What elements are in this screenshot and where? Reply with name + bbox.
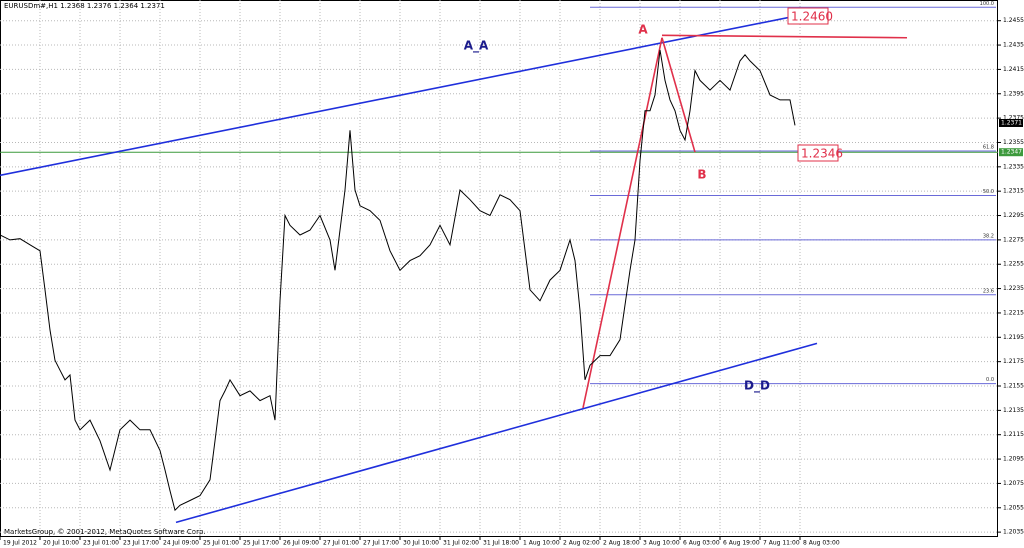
y-tick-label: 1.2035	[1003, 529, 1024, 536]
y-tick-label: 1.2095	[1003, 456, 1024, 463]
trend-line	[175, 342, 818, 524]
trend-line	[661, 37, 696, 153]
y-tick-label: 1.2275	[1003, 236, 1024, 243]
x-tick-label: 25 Jul 01:00	[203, 540, 239, 547]
y-tick-label: 1.2435	[1003, 42, 1024, 49]
fibo-label: 61.8	[983, 145, 994, 151]
x-tick-label: 6 Aug 19:00	[723, 540, 760, 547]
x-tick-label: 6 Aug 03:00	[683, 540, 720, 547]
annotation-box	[797, 144, 839, 162]
x-tick-label: 24 Jul 09:00	[163, 540, 199, 547]
x-tick-label: 3 Aug 10:00	[643, 540, 680, 547]
x-tick-label: 25 Jul 17:00	[243, 540, 279, 547]
fibo-label: 38.2	[983, 233, 994, 239]
y-tick-label: 1.2075	[1003, 480, 1024, 487]
y-tick-label: 1.2415	[1003, 66, 1024, 73]
y-tick-label: 1.2055	[1003, 504, 1024, 511]
y-tick-label: 1.2215	[1003, 309, 1024, 316]
x-tick-label: 23 Jul 17:00	[123, 540, 159, 547]
x-tick-label: 27 Jul 01:00	[323, 540, 359, 547]
y-tick-label: 1.2115	[1003, 431, 1024, 438]
y-tick-label: 1.2395	[1003, 90, 1024, 97]
y-tick-label: 1.2135	[1003, 407, 1024, 414]
x-tick-label: 19 Jul 2012	[3, 540, 37, 547]
chart-footer: MarketsGroup, © 2001-2012, MetaQuotes So…	[4, 528, 206, 536]
y-tick-label: 1.2335	[1003, 163, 1024, 170]
trend-line	[661, 34, 908, 39]
fibo-label: 50.0	[983, 189, 994, 195]
annotation: 1.2346	[801, 147, 843, 161]
y-tick-label: 1.2155	[1003, 383, 1024, 390]
x-tick-label: 2 Aug 02:00	[563, 540, 600, 547]
annotation: 1.2460	[791, 10, 833, 24]
y-tick-label: 1.2315	[1003, 188, 1024, 195]
x-tick-label: 26 Jul 09:00	[283, 540, 319, 547]
y-tick-label: 1.2175	[1003, 358, 1024, 365]
y-tick-label: 1.2195	[1003, 334, 1024, 341]
annotation-box	[787, 7, 829, 25]
last-price-label: 1.2371	[1001, 119, 1022, 126]
x-tick-label: 8 Aug 03:00	[803, 540, 840, 547]
y-tick-label: 1.2255	[1003, 261, 1024, 268]
x-tick-label: 23 Jul 01:00	[83, 540, 119, 547]
x-tick-label: 31 Jul 02:00	[443, 540, 479, 547]
x-tick-label: 2 Aug 18:00	[603, 540, 640, 547]
annotation: D_D	[744, 379, 770, 394]
x-tick-label: 7 Aug 11:00	[763, 540, 800, 547]
x-tick-label: 30 Jul 10:00	[403, 540, 439, 547]
x-tick-label: 31 Jul 18:00	[483, 540, 519, 547]
plot-frame	[0, 0, 998, 537]
trend-line	[582, 37, 663, 409]
price-line	[0, 49, 796, 512]
chart-header: EURUSDm#,H1 1.2368 1.2376 1.2364 1.2371	[4, 2, 165, 10]
trend-line	[0, 11, 816, 177]
y-tick-label: 1.2295	[1003, 212, 1024, 219]
annotation: B	[697, 168, 706, 182]
last-price-tag	[999, 118, 1023, 127]
fibo-label: 23.6	[983, 288, 994, 294]
annotation: A_A	[464, 39, 489, 54]
price-level-label: 1.2347	[1001, 149, 1022, 156]
fibo-label: 0.0	[986, 377, 994, 383]
y-tick-label: 1.2375	[1003, 115, 1024, 122]
y-tick-label: 1.2355	[1003, 139, 1024, 146]
x-tick-label: 20 Jul 10:00	[43, 540, 79, 547]
y-tick-label: 1.2235	[1003, 285, 1024, 292]
price-level-tag	[999, 148, 1023, 157]
fibo-label: 100.0	[980, 1, 994, 7]
y-tick-label: 1.2455	[1003, 17, 1024, 24]
x-tick-label: 27 Jul 17:00	[363, 540, 399, 547]
annotation: A	[638, 23, 648, 37]
x-tick-label: 1 Aug 10:00	[523, 540, 560, 547]
